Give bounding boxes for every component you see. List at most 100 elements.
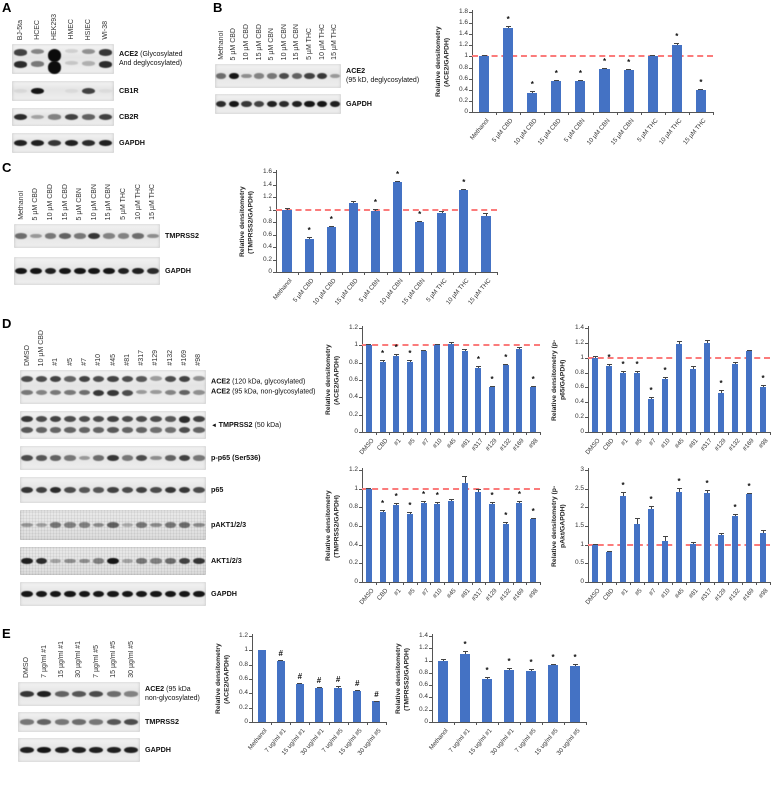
significance-marker: *: [530, 80, 534, 90]
protein-band: [106, 719, 121, 725]
protein-band: [121, 487, 134, 493]
x-tick: [728, 432, 729, 435]
significance-marker: *: [747, 481, 751, 491]
x-tick: [375, 432, 377, 435]
y-axis-label-line: Relative densitometry (p-: [551, 485, 558, 567]
blot-target-name: CB1R: [119, 85, 139, 95]
y-axis-label: Relative densitometry (ACE2/GAPDH): [435, 12, 452, 112]
protein-band: [35, 416, 48, 422]
y-axis: [588, 326, 589, 432]
blot-strip-label: CB1R: [119, 86, 139, 96]
x-tick: [586, 722, 587, 725]
lane-labels-row: Methanol 5 µM CBD 10 µM CBD 15 µM CBD 5 µM C…: [215, 6, 341, 60]
lane-label: #81: [123, 354, 131, 366]
y-tick-label: 0.6: [262, 230, 272, 238]
error-bar-cap: [760, 529, 766, 531]
protein-band: [72, 719, 86, 725]
x-tick: [386, 722, 387, 725]
lane-labels-row: DMSO 7 µg/ml #1 15 µg/ml #1 30 µg/ml #1 7 µg…: [18, 626, 140, 678]
bar: [676, 492, 682, 582]
lane-label: #5: [66, 358, 74, 366]
protein-band: [98, 61, 113, 68]
bar: [634, 372, 640, 432]
x-tick: [389, 432, 391, 435]
protein-band: [304, 100, 315, 108]
y-tick: [359, 544, 362, 546]
y-tick: [359, 345, 362, 347]
protein-band: [50, 455, 62, 461]
bar: [461, 350, 468, 432]
y-tick-label: 0.6: [238, 675, 248, 682]
y-tick-label: 1.2: [238, 632, 248, 639]
protein-band: [216, 73, 227, 79]
protein-band: [146, 267, 159, 275]
x-tick: [512, 432, 514, 435]
protein-band: [64, 61, 79, 66]
lane: 15 µg/ml #5: [105, 641, 122, 678]
error-bar-cap: [592, 543, 598, 545]
protein-band: [50, 427, 62, 433]
protein-band: [64, 139, 79, 147]
error-bar: [665, 535, 666, 542]
y-tick: [273, 184, 276, 186]
y-tick: [359, 432, 362, 433]
protein-band: [50, 416, 62, 423]
bar: [406, 361, 413, 432]
y-tick-label: 1.6: [262, 168, 272, 175]
error-bar-cap: [718, 533, 724, 535]
error-bar-cap: [718, 390, 724, 392]
protein-band: [121, 522, 134, 528]
lane: 5 µM CBD: [29, 188, 44, 220]
y-tick: [273, 209, 276, 211]
protein-band: [117, 267, 130, 275]
blot-target-name: ACE2: [145, 684, 165, 694]
y-tick-label: 0: [268, 268, 272, 275]
y-tick-label: 1: [464, 52, 468, 60]
blot-strip: ◄ TMPRSS2 (50 kDa): [20, 411, 281, 439]
blot-strip: ACE2 (120 kDa, glycosylated) ACE2 (95 kDa…: [20, 370, 315, 404]
x-tick: [526, 582, 528, 585]
protein-band: [21, 455, 33, 461]
protein-band: [107, 416, 119, 423]
error-bar-cap: [676, 340, 682, 342]
y-axis-label-line: Relative densitometry: [325, 344, 332, 416]
protein-band: [121, 376, 134, 383]
x-tick: [640, 112, 642, 115]
error-bar-cap: [690, 541, 696, 543]
x-tick: [630, 432, 631, 435]
error-bar: [763, 529, 764, 533]
lane-label: 7 µg/ml #1: [40, 645, 48, 678]
bar: [606, 365, 612, 432]
x-category-label: 10 µM THC: [657, 117, 684, 147]
x-tick: [474, 272, 476, 275]
x-tick: [457, 432, 459, 435]
blot-target-name: ACE2: [119, 49, 139, 59]
blot-target-name: pAKT1/2/3: [211, 519, 247, 529]
y-tick-label: 1.2: [262, 193, 272, 200]
protein-band: [193, 389, 205, 395]
y-axis: [432, 634, 433, 722]
protein-band: [72, 746, 86, 754]
y-tick-label: 0.6: [348, 522, 358, 529]
y-tick-label: 1.4: [458, 30, 468, 38]
x-tick: [454, 722, 455, 725]
error-bar-cap: [662, 377, 668, 379]
lane: 15 µM CBN: [102, 184, 117, 220]
y-tick-label: 1: [244, 646, 248, 654]
x-tick: [713, 112, 714, 115]
lane-label: Methanol: [217, 31, 225, 60]
western-blot-panel-d: DMSO 10 µM CBD #1 #5 #7 #10 #45 #81 #317 #129 #132…: [20, 320, 330, 606]
blot-strip: ACE2 (95 kDa non-glycosylated): [18, 682, 200, 706]
y-axis: [362, 326, 363, 432]
y-tick-label: 0.8: [574, 368, 584, 376]
lane: 10 µM CBN: [87, 184, 102, 220]
significance-marker: *: [485, 666, 489, 676]
lane: 30 µg/ml #5: [123, 641, 140, 678]
y-tick-label: 0.4: [262, 243, 272, 250]
x-axis: [362, 582, 540, 583]
bar: [475, 492, 482, 582]
x-tick: [568, 112, 570, 115]
x-axis: [588, 582, 770, 583]
protein-band: [135, 590, 148, 598]
error-bar-cap: [335, 686, 341, 688]
